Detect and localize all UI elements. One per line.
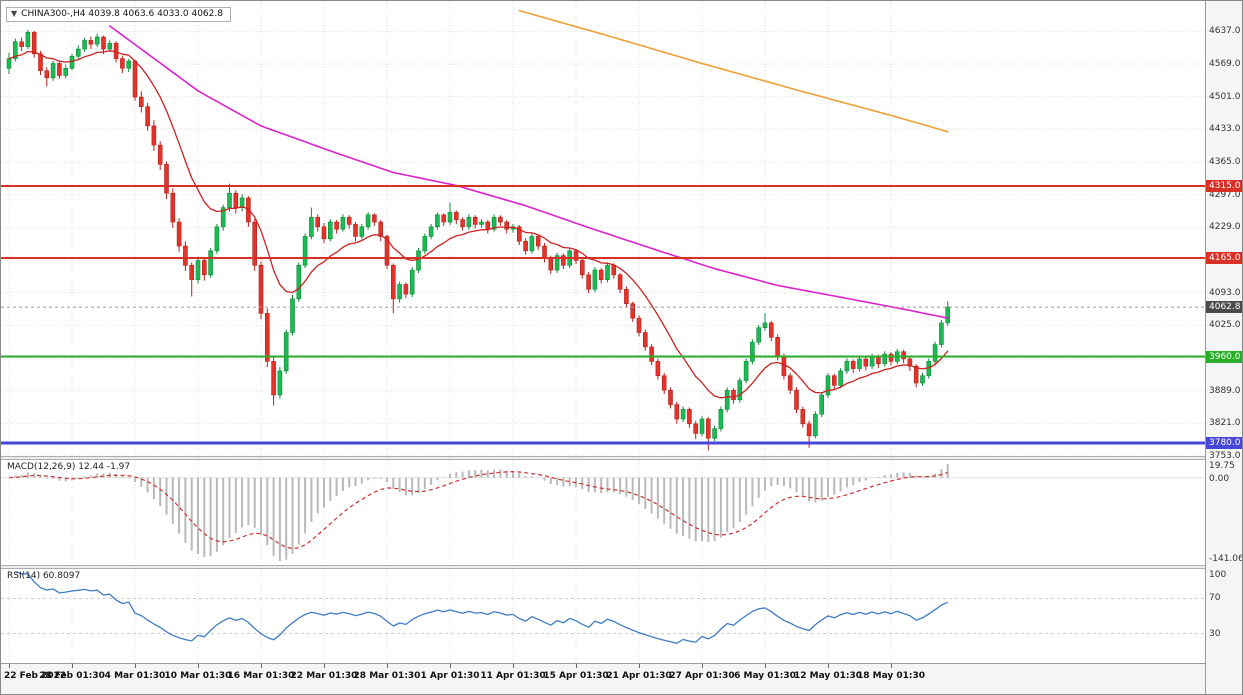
macd-panel[interactable]: MACD(12,26,9) 12.44 -1.97	[1, 460, 1205, 565]
current-price-badge: 4062.8	[1206, 301, 1242, 314]
time-axis-tick	[513, 664, 514, 668]
price-axis-tick-label: 4229.0	[1209, 222, 1241, 233]
time-axis-tick	[576, 664, 577, 668]
time-axis-tick	[387, 664, 388, 668]
chart-symbol-label: CHINA300-,H4	[21, 9, 86, 19]
hline-price-badge: 3960.0	[1206, 350, 1242, 363]
time-axis-label: 28 Mar 01:30	[353, 671, 421, 681]
price-axis-tick-label: 3753.0	[1209, 451, 1241, 461]
price-axis-tick-label: 4365.0	[1209, 156, 1241, 167]
hline-price-badge: 3780.0	[1206, 437, 1242, 450]
time-axis-label: 1 Apr 01:30	[420, 671, 480, 681]
price-axis-tick-label: 4025.0	[1209, 320, 1241, 331]
rsi-axis-label: 30	[1209, 628, 1221, 639]
time-axis-label: 4 Mar 01:30	[104, 671, 166, 681]
time-axis-label: 28 Feb 01:30	[39, 671, 105, 681]
time-axis-label: 6 May 01:30	[734, 671, 796, 681]
price-axis-tick-label: 4093.0	[1209, 287, 1241, 298]
time-axis-tick	[828, 664, 829, 668]
time-axis-label: 22 Feb 2022	[4, 671, 67, 681]
price-chart-canvas[interactable]	[1, 1, 1205, 456]
hline-price-badge: 4165.0	[1206, 252, 1242, 265]
main-price-panel[interactable]: ▼ CHINA300-,H4 4039.8 4063.6 4033.0 4062.…	[1, 1, 1205, 456]
panel-resize-separator[interactable]	[1, 565, 1242, 569]
rsi-chart-canvas[interactable]	[1, 569, 1205, 663]
time-axis-tick	[198, 664, 199, 668]
time-axis-tick	[639, 664, 640, 668]
price-axis[interactable]: 4637.0 4569.0 4501.0 4433.0 4365.0 4297.0 4229…	[1205, 1, 1243, 694]
hline-price-badge: 4315.0	[1206, 179, 1242, 192]
time-axis-label: 15 Apr 01:30	[543, 671, 609, 681]
time-axis-label: 22 Mar 01:30	[290, 671, 358, 681]
time-axis-tick	[765, 664, 766, 668]
rsi-panel[interactable]: RSI(14) 60.8097	[1, 569, 1205, 663]
rsi-axis-label: 100	[1209, 570, 1227, 580]
price-axis-tick-label: 4501.0	[1209, 91, 1241, 102]
time-axis-tick	[72, 664, 73, 668]
price-axis-tick-label: 4569.0	[1209, 58, 1241, 69]
time-axis-tick	[261, 664, 262, 668]
time-axis-tick	[891, 664, 892, 668]
time-axis-label: 27 Apr 01:30	[669, 671, 735, 681]
macd-indicator-label: MACD(12,26,9) 12.44 -1.97	[7, 462, 131, 472]
panel-resize-separator[interactable]	[1, 456, 1242, 460]
time-axis-tick	[702, 664, 703, 668]
time-axis-label: 18 May 01:30	[856, 671, 926, 681]
time-axis-label: 11 Apr 01:30	[480, 671, 546, 681]
price-axis-tick-label: 3821.0	[1209, 418, 1241, 429]
macd-chart-canvas[interactable]	[1, 460, 1205, 565]
chart-ohlc-values: 4039.8 4063.6 4033.0 4062.8	[88, 9, 223, 19]
time-axis-label: 21 Apr 01:30	[606, 671, 672, 681]
price-axis-tick-label: 3889.0	[1209, 385, 1241, 396]
time-axis[interactable]: 22 Feb 2022 28 Feb 01:30 4 Mar 01:30 10 Mar…	[1, 663, 1205, 694]
time-axis-label: 10 Mar 01:30	[164, 671, 232, 681]
price-axis-tick-label: 4637.0	[1209, 26, 1241, 37]
macd-axis-min-label: -141.06	[1209, 554, 1243, 564]
symbol-dropdown-icon[interactable]: ▼	[11, 9, 18, 18]
time-axis-tick	[135, 664, 136, 668]
macd-axis-max-label: 19.75	[1209, 461, 1235, 471]
time-axis-tick	[324, 664, 325, 668]
time-axis-label: 12 May 01:30	[793, 671, 863, 681]
chart-title-box[interactable]: ▼ CHINA300-,H4 4039.8 4063.6 4033.0 4062.…	[6, 7, 231, 22]
time-axis-label: 16 Mar 01:30	[227, 671, 295, 681]
price-axis-tick-label: 4297.0	[1209, 189, 1241, 200]
rsi-indicator-label: RSI(14) 60.8097	[7, 571, 81, 581]
time-axis-tick	[9, 664, 10, 668]
time-axis-tick	[450, 664, 451, 668]
macd-axis-zero-label: 0.00	[1209, 473, 1230, 484]
rsi-axis-label: 70	[1209, 593, 1221, 604]
price-axis-tick-label: 4433.0	[1209, 124, 1241, 135]
